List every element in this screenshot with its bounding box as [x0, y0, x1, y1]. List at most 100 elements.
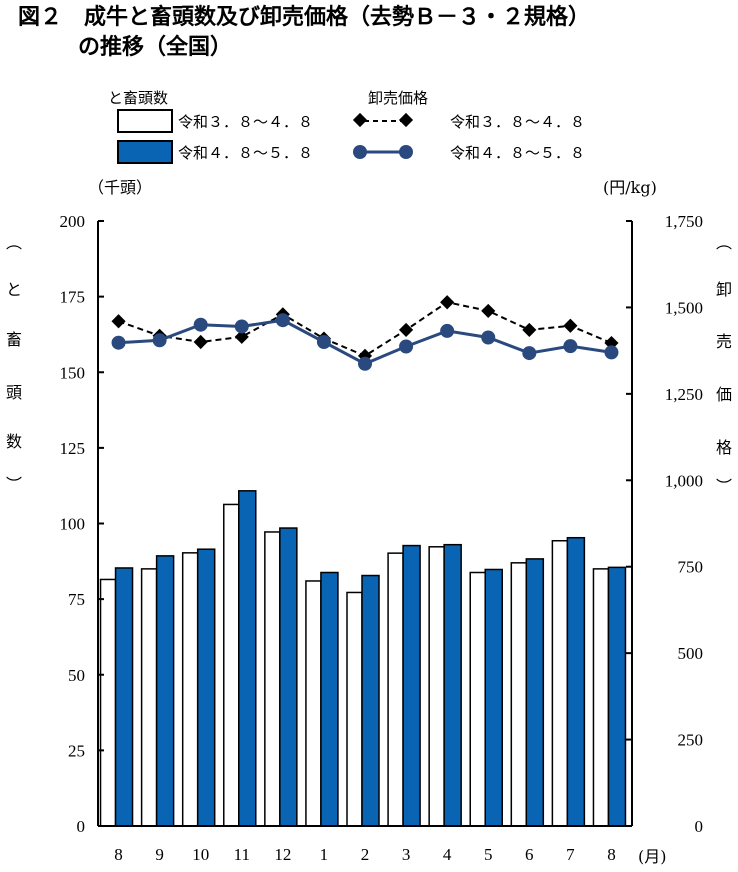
- point-price-curr: [481, 330, 496, 345]
- bar-heads-prev: [551, 539, 569, 827]
- point-price-prev: [481, 303, 496, 318]
- bar-heads-prev: [469, 571, 486, 827]
- left-tick-label: 0: [77, 817, 86, 836]
- left-tick-label: 75: [68, 590, 85, 609]
- axis-label-char: 売: [716, 332, 732, 351]
- legend-heads-curr: 令和４．８～５．８: [178, 144, 313, 162]
- bar-heads-prev: [428, 546, 445, 827]
- x-tick-label: 6: [525, 845, 534, 864]
- legend-price-curr-marker: [399, 145, 413, 159]
- axis-label-char: 格: [716, 438, 732, 457]
- x-tick-label: 8: [607, 845, 616, 864]
- point-price-curr: [522, 346, 537, 361]
- bar-heads-curr: [361, 574, 380, 827]
- x-tick-label: 10: [192, 845, 209, 864]
- bar-heads-curr: [566, 536, 586, 827]
- bar-heads-prev: [592, 568, 610, 827]
- right-tick-label: 1,500: [665, 298, 703, 317]
- axis-label-char: ︶: [716, 477, 732, 496]
- chart-title-line1: 図２ 成牛と畜頭数及び卸売価格（去勢Ｂ－３・２規格）: [18, 4, 590, 30]
- right-tick-label: 1,000: [665, 471, 703, 490]
- point-price-prev: [399, 322, 414, 337]
- legend-price-prev-marker: [352, 112, 368, 128]
- point-price-curr: [234, 319, 249, 334]
- axis-label-char: ︶: [6, 475, 22, 494]
- right-tick-label: 0: [695, 817, 704, 836]
- x-tick-label: 7: [566, 845, 575, 864]
- bar-heads-curr: [525, 558, 545, 827]
- axis-label-char: 価: [716, 385, 732, 404]
- left-tick-label: 25: [68, 741, 85, 760]
- left-tick-label: 175: [60, 288, 86, 307]
- legend: と畜頭数 卸売価格 令和３．８～４．８ 令和４．８～５．８ 令和３．８～４．８ …: [108, 89, 585, 164]
- legend-price-curr-marker: [353, 145, 367, 159]
- legend-heads-prev-swatch: [117, 109, 173, 133]
- x-tick-label: 1: [320, 845, 329, 864]
- bar-heads-prev: [223, 503, 240, 827]
- bar-heads-curr: [484, 568, 503, 827]
- axis-label-char: 畜: [6, 330, 22, 349]
- axis-label-char: ︵: [716, 233, 732, 252]
- bar-heads-curr: [279, 527, 298, 827]
- axis-label-char: 頭: [6, 383, 22, 402]
- right-axis-label: ︵ 卸売価格 ︶: [716, 233, 732, 496]
- bar-heads-prev: [181, 552, 199, 827]
- x-tick-label: 3: [402, 845, 411, 864]
- x-tick-label: 2: [361, 845, 370, 864]
- point-price-prev: [193, 334, 208, 350]
- bar-heads-curr: [196, 548, 216, 827]
- point-price-curr: [316, 335, 331, 349]
- bar-heads-prev: [140, 568, 158, 827]
- left-axis-label: ︵ と畜頭数 ︶: [6, 233, 22, 494]
- bar-heads-prev: [305, 580, 322, 827]
- chart-title-line2: の推移（全国）: [78, 34, 232, 60]
- x-tick-label: 5: [484, 845, 493, 864]
- left-tick-label: 100: [60, 515, 86, 534]
- point-price-prev: [111, 314, 126, 329]
- point-price-curr: [604, 345, 619, 360]
- x-tick-label: 9: [155, 845, 164, 864]
- axes: 025507510012515017520002505007501,0001,2…: [60, 212, 704, 864]
- x-tick-label: 12: [274, 845, 291, 864]
- bar-heads-prev: [510, 562, 528, 827]
- legend-heads-curr-swatch: [117, 140, 173, 164]
- bar-heads-prev: [264, 531, 281, 827]
- right-tick-label: 500: [678, 644, 704, 663]
- price-lines: [111, 295, 619, 371]
- x-tick-label: 11: [234, 845, 250, 864]
- x-tick-label: 4: [443, 845, 452, 864]
- point-price-prev: [563, 318, 578, 333]
- left-tick-label: 200: [60, 212, 86, 231]
- right-tick-label: 750: [678, 558, 704, 577]
- point-price-curr: [358, 356, 372, 371]
- legend-price-curr: 令和４．８～５．８: [450, 144, 585, 162]
- left-tick-label: 50: [68, 666, 85, 685]
- left-tick-label: 150: [60, 363, 86, 382]
- point-price-curr: [152, 333, 167, 348]
- right-tick-label: 1,750: [665, 212, 703, 231]
- legend-heads-group: と畜頭数: [108, 89, 168, 107]
- bar-heads-curr: [607, 566, 627, 827]
- point-price-curr: [275, 313, 290, 328]
- point-price-curr: [399, 339, 414, 354]
- bar-heads-curr: [402, 544, 421, 827]
- left-tick-label: 125: [60, 439, 86, 458]
- bar-heads-prev: [346, 591, 363, 827]
- legend-price-group: 卸売価格: [368, 89, 428, 107]
- legend-price-prev-marker: [398, 112, 414, 128]
- point-price-curr: [111, 335, 126, 350]
- point-price-curr: [440, 323, 455, 338]
- x-tick-label: 8: [114, 845, 123, 864]
- right-axis-unit: (円/kg): [603, 178, 657, 197]
- bar-heads-curr: [155, 555, 175, 827]
- bar-heads-curr: [238, 490, 257, 827]
- bar-heads-curr: [114, 567, 134, 827]
- axis-label-char: 数: [6, 432, 22, 451]
- bar-heads-prev: [387, 552, 404, 827]
- legend-heads-prev: 令和３．８～４．８: [178, 113, 313, 131]
- point-price-prev: [522, 322, 537, 337]
- bar-heads-prev: [99, 578, 117, 827]
- point-price-curr: [563, 339, 578, 354]
- point-price-prev: [440, 295, 455, 310]
